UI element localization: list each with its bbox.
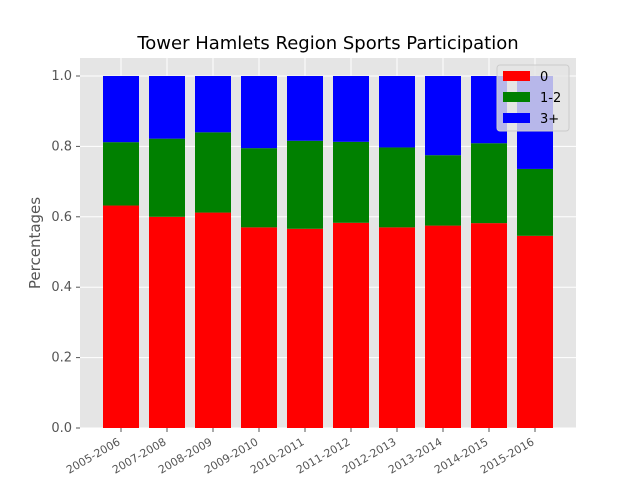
bar-0-2015-2016 [517,235,553,428]
legend: 0 1-2 3+ [496,64,570,132]
y-tick-label: 0.0 [51,421,72,436]
bar-0-2008-2009 [195,212,231,428]
bar-0-2011-2012 [333,222,369,428]
bar-0-2005-2006 [103,205,139,428]
legend-swatch-0 [503,71,530,81]
bar-3+-2009-2010 [241,76,277,149]
bar-1-2-2014-2015 [471,143,507,224]
bars [103,76,553,428]
y-tick-label: 0.6 [51,210,72,225]
y-tick-label: 1.0 [51,69,72,84]
bar-3+-2013-2014 [425,76,461,156]
bar-1-2-2009-2010 [241,148,277,228]
legend-label-3+: 3+ [540,112,559,127]
bar-1-2-2010-2011 [287,140,323,229]
legend-label-1-2: 1-2 [540,91,561,106]
bar-3+-2005-2006 [103,76,139,143]
bar-0-2012-2013 [379,227,415,428]
chart-title: Tower Hamlets Region Sports Participatio… [136,33,518,54]
y-axis-label: Percentages [26,197,44,289]
bar-0-2010-2011 [287,228,323,428]
y-tick-label: 0.2 [51,351,72,366]
bar-1-2-2005-2006 [103,142,139,206]
bar-1-2-2008-2009 [195,132,231,213]
bar-0-2009-2010 [241,227,277,428]
bar-0-2014-2015 [471,223,507,428]
bar-3+-2008-2009 [195,76,231,133]
bar-0-2013-2014 [425,225,461,428]
bar-3+-2007-2008 [149,76,185,139]
bar-3+-2010-2011 [287,76,323,141]
bar-1-2-2013-2014 [425,155,461,226]
bar-1-2-2011-2012 [333,141,369,223]
bar-1-2-2007-2008 [149,138,185,217]
bar-3+-2012-2013 [379,76,415,148]
y-tick-label: 0.8 [51,139,72,154]
y-axis-ticks: 0.0 0.2 0.4 0.6 0.8 1.0 [51,69,80,436]
bar-1-2-2015-2016 [517,168,553,236]
legend-label-0: 0 [540,70,548,85]
x-axis-ticks: 2005-20062007-20082008-20092009-20102010… [64,428,537,477]
legend-swatch-1-2 [503,92,530,102]
y-tick-label: 0.4 [51,280,72,295]
bar-3+-2011-2012 [333,76,369,142]
bar-0-2007-2008 [149,216,185,428]
bar-1-2-2012-2013 [379,147,415,228]
legend-swatch-3+ [503,113,530,123]
